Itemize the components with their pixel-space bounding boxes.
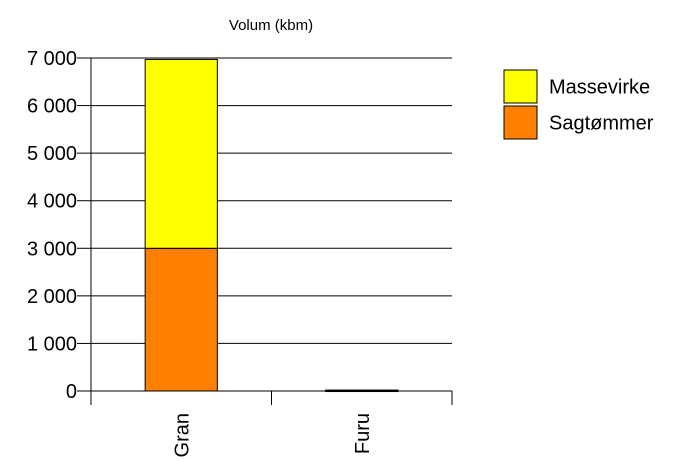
x-tick-label: Gran	[171, 413, 193, 457]
y-tick-label: 6 000	[27, 96, 77, 118]
y-tick-label: 2 000	[27, 286, 77, 308]
bar-massevirke-gran	[144, 58, 218, 249]
y-tick-labels: 0 1 000 2 000 3 000 4 000 5 000 6 000 7 000	[27, 48, 77, 403]
bar-sagtømmer-gran	[144, 247, 218, 392]
legend-swatch-sagtømmer	[503, 105, 538, 140]
y-tick-label: 0	[66, 381, 77, 403]
y-tick-label: 3 000	[27, 238, 77, 260]
axes	[77, 57, 453, 405]
y-tick-label: 4 000	[27, 191, 77, 213]
legend-label: Sagtømmer	[549, 113, 654, 135]
x-tick-labels: Gran Furu	[171, 413, 374, 457]
bars	[144, 58, 399, 393]
legend-label: Massevirke	[549, 77, 650, 99]
y-tick-label: 1 000	[27, 333, 77, 355]
y-tick-label: 5 000	[27, 143, 77, 165]
x-tick-label: Furu	[352, 413, 374, 454]
y-tick-label: 7 000	[27, 48, 77, 70]
legend-swatch-massevirke	[503, 69, 538, 104]
chart-title: Volum (kbm)	[229, 17, 313, 34]
legend: Massevirke Sagtømmer	[503, 69, 654, 140]
